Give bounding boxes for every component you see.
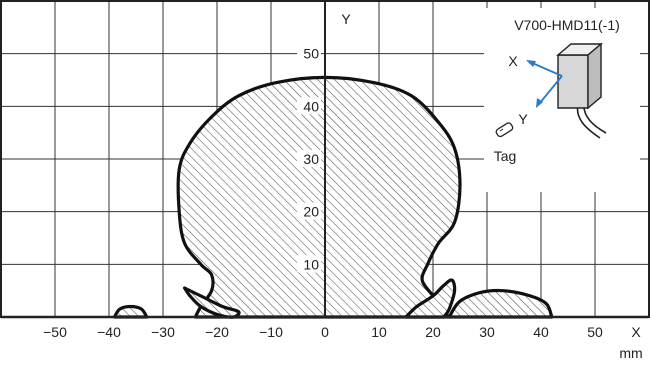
outer-left-side-lobe — [112, 304, 149, 319]
device-label: V700-HMD11(-1) — [514, 17, 620, 33]
y-tick-label-bg — [297, 202, 321, 220]
inset-y-label: Y — [518, 111, 528, 127]
x-tick-label: −10 — [259, 324, 283, 340]
x-tick-label: −30 — [151, 324, 175, 340]
x-tick-label: −50 — [43, 324, 67, 340]
y-direction-arrow-icon — [536, 75, 563, 108]
y-tick-label-bg — [297, 44, 321, 62]
x-tick-label: 20 — [425, 324, 441, 340]
y-tick-label: 40 — [303, 98, 319, 114]
outer-right-side-lobe — [447, 288, 554, 319]
y-tick-labels: 10 20 30 40 50 — [297, 44, 321, 273]
y-tick-label: 50 — [303, 46, 319, 62]
communication-area — [112, 75, 554, 319]
y-tick-label-bg — [297, 150, 321, 167]
x-tick-labels: −50 −40 −30 −20 −10 0 10 20 30 40 50 — [43, 324, 603, 340]
y-axis-label: Y — [341, 11, 351, 27]
x-axis-label: X — [631, 324, 641, 340]
x-tick-label: 50 — [587, 324, 603, 340]
x-tick-label: 30 — [479, 324, 495, 340]
y-tick-label-bg — [297, 97, 321, 115]
y-tick-label: 20 — [303, 204, 319, 220]
y-tick-label: 30 — [303, 151, 319, 167]
y-tick-label: 10 — [303, 256, 319, 272]
tag-icon — [495, 122, 514, 138]
x-tick-label: −40 — [97, 324, 121, 340]
x-tick-label: −20 — [205, 324, 229, 340]
x-axis-unit: mm — [619, 345, 642, 361]
x-direction-arrow-icon — [526, 60, 563, 77]
x-tick-label: 0 — [321, 324, 329, 340]
y-tick-label-bg — [297, 255, 321, 273]
tag-label: Tag — [494, 148, 517, 164]
x-tick-label: 40 — [533, 324, 549, 340]
inset-x-label: X — [508, 53, 518, 69]
plot-frame — [0, 0, 650, 319]
antenna-inset: V700-HMD11(-1) X Y Tag — [484, 8, 640, 192]
x-tick-label: 10 — [371, 324, 387, 340]
inner-right-side-lobe — [404, 278, 457, 319]
antenna-icon — [556, 42, 607, 139]
